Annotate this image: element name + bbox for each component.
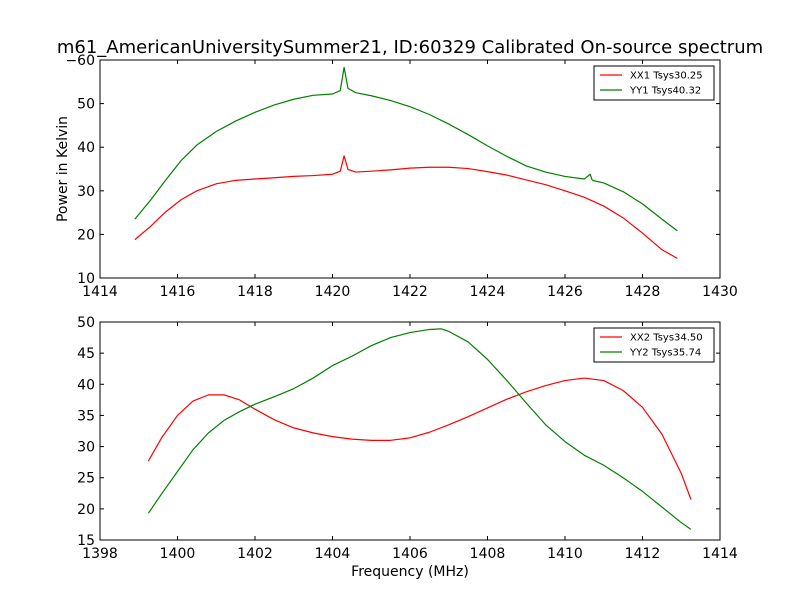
x-tick-label: 1406 <box>392 546 428 562</box>
series-line-2-2 <box>147 328 692 530</box>
y-tick-label: 15 <box>77 533 95 549</box>
y-tick-label: 20 <box>77 227 95 243</box>
x-axis-label: Frequency (MHz) <box>351 564 469 580</box>
x-tick-label: 1402 <box>237 546 273 562</box>
x-tick-label: 1426 <box>547 284 583 300</box>
legend-entry: YY1 Tsys40.32 <box>629 86 701 97</box>
legend: XX1 Tsys30.25 YY1 Tsys40.32 <box>593 65 715 101</box>
x-tick-label: 1428 <box>625 284 661 300</box>
x-tick-label: 1412 <box>625 546 661 562</box>
x-tick-label: 1398 <box>82 546 118 562</box>
legend-box <box>593 65 715 101</box>
y-tick-label: −60 <box>65 53 95 69</box>
y-tick-label: 50 <box>77 97 95 113</box>
x-tick-label: 1422 <box>392 284 428 300</box>
x-tick-label: 1430 <box>702 284 738 300</box>
x-tick-label: 1404 <box>315 546 351 562</box>
y-tick-label: 10 <box>77 271 95 287</box>
legend-box <box>593 327 715 363</box>
legend: XX2 Tsys34.50 YY2 Tsys35.74 <box>593 327 715 363</box>
y-tick-label: 40 <box>77 377 95 393</box>
x-tick-label: 1424 <box>470 284 506 300</box>
y-tick-label: 45 <box>77 346 95 362</box>
y-tick-label: 50 <box>77 315 95 331</box>
y-tick-label: 40 <box>77 140 95 156</box>
x-tick-label: 1420 <box>315 284 351 300</box>
x-tick-label: 1414 <box>702 546 738 562</box>
x-tick-label: 1400 <box>160 546 196 562</box>
x-tick-label: 1410 <box>547 546 583 562</box>
series-line-2-1 <box>147 377 692 500</box>
y-tick-label: 25 <box>77 471 95 487</box>
top-panel: 1414 1416 1418 1420 1422 1424 1426 1428 1430 10 20… <box>65 53 737 300</box>
x-tick-label: 1418 <box>237 284 273 300</box>
legend-entry: YY2 Tsys35.74 <box>629 348 701 359</box>
legend-entry: XX2 Tsys34.50 <box>630 333 703 344</box>
y-tick-label: 30 <box>77 440 95 456</box>
y-tick-label: 35 <box>77 408 95 424</box>
x-tick-label: 1408 <box>470 546 506 562</box>
y-tick-label: 20 <box>77 502 95 518</box>
legend-entry: XX1 Tsys30.25 <box>630 71 703 82</box>
series-line-1-2 <box>134 66 678 232</box>
x-tick-label: 1414 <box>82 284 118 300</box>
figure-title: m61_AmericanUniversitySummer21, ID:60329… <box>57 37 763 58</box>
y-tick-label: 30 <box>77 184 95 200</box>
series-line-1-1 <box>134 155 678 259</box>
y-axis-label: Power in Kelvin <box>55 116 71 222</box>
x-tick-label: 1416 <box>160 284 196 300</box>
bottom-panel: 1398 1400 1402 1404 1406 1408 1410 1412 1414 15 20… <box>77 315 738 562</box>
